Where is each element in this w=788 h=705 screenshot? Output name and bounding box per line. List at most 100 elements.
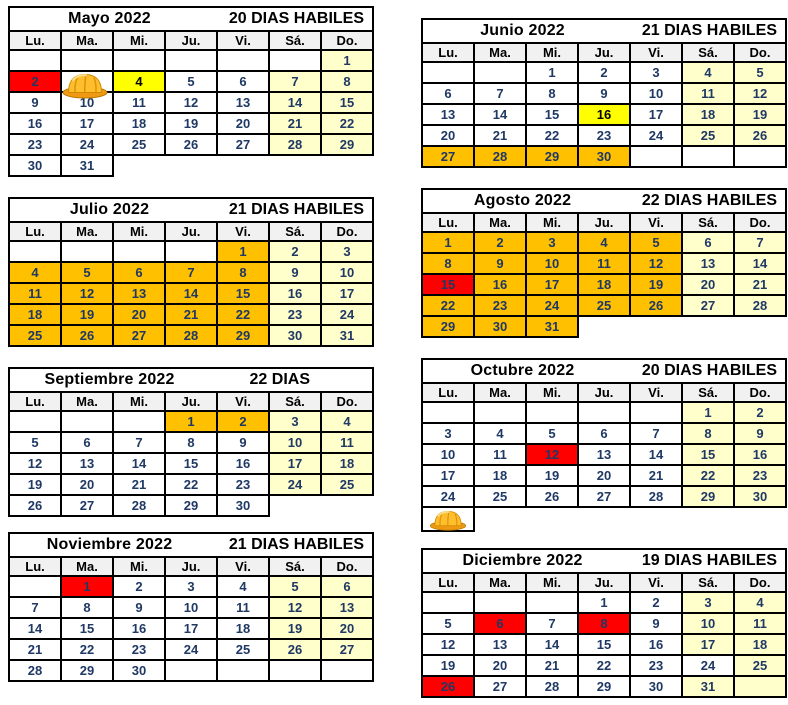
day-cell[interactable]	[164, 49, 218, 72]
day-cell[interactable]: 4	[577, 231, 631, 254]
day-cell[interactable]: 27	[320, 638, 374, 661]
day-cell[interactable]: 23	[473, 294, 527, 317]
day-cell[interactable]: 10	[268, 431, 322, 454]
day-cell[interactable]: 19	[268, 617, 322, 640]
day-cell[interactable]: 15	[577, 633, 631, 656]
day-cell[interactable]: 6	[421, 82, 475, 105]
day-cell[interactable]: 25	[733, 654, 787, 677]
day-cell[interactable]: 14	[629, 443, 683, 466]
day-cell[interactable]: 1	[525, 61, 579, 84]
day-cell[interactable]: 13	[216, 91, 270, 114]
day-cell[interactable]: 16	[473, 273, 527, 296]
day-cell[interactable]: 21	[525, 654, 579, 677]
day-cell[interactable]: 4	[473, 422, 527, 445]
day-cell[interactable]: 7	[268, 70, 322, 93]
day-cell[interactable]: 15	[216, 282, 270, 305]
day-cell[interactable]	[320, 659, 374, 682]
day-cell[interactable]: 24	[629, 124, 683, 147]
day-cell[interactable]: 5	[421, 612, 475, 635]
day-cell[interactable]: 25	[681, 124, 735, 147]
day-cell[interactable]	[629, 145, 683, 168]
day-cell[interactable]: 31	[320, 324, 374, 347]
day-cell[interactable]: 10	[629, 82, 683, 105]
day-cell[interactable]: 15	[320, 91, 374, 114]
day-cell[interactable]: 27	[681, 294, 735, 317]
day-cell[interactable]: 22	[216, 303, 270, 326]
day-cell[interactable]: 7	[629, 422, 683, 445]
day-cell[interactable]: 10	[320, 261, 374, 284]
day-cell[interactable]: 1	[577, 591, 631, 614]
day-cell[interactable]: 21	[268, 112, 322, 135]
day-cell[interactable]: 9	[733, 422, 787, 445]
day-cell[interactable]: 23	[8, 133, 62, 156]
day-cell[interactable]: 11	[733, 612, 787, 635]
day-cell[interactable]: 11	[320, 431, 374, 454]
day-cell[interactable]: 20	[216, 112, 270, 135]
day-cell[interactable]: 23	[216, 473, 270, 496]
day-cell[interactable]: 12	[733, 82, 787, 105]
day-cell[interactable]: 2	[733, 401, 787, 424]
day-cell[interactable]: 30	[733, 485, 787, 508]
day-cell[interactable]: 9	[268, 261, 322, 284]
day-cell[interactable]: 23	[577, 124, 631, 147]
day-cell[interactable]	[525, 401, 579, 424]
day-cell[interactable]: 6	[112, 261, 166, 284]
day-cell[interactable]: 10	[525, 252, 579, 275]
day-cell[interactable]	[216, 49, 270, 72]
day-cell[interactable]: 7	[473, 82, 527, 105]
day-cell[interactable]	[8, 49, 62, 72]
day-cell[interactable]: 20	[577, 464, 631, 487]
day-cell[interactable]: 30	[268, 324, 322, 347]
day-cell[interactable]	[60, 49, 114, 72]
day-cell[interactable]: 26	[60, 324, 114, 347]
day-cell[interactable]: 1	[164, 410, 218, 433]
day-cell[interactable]: 6	[577, 422, 631, 445]
day-cell[interactable]: 8	[60, 596, 114, 619]
day-cell[interactable]: 18	[112, 112, 166, 135]
day-cell[interactable]: 21	[8, 638, 62, 661]
day-cell[interactable]: 22	[681, 464, 735, 487]
day-cell[interactable]: 1	[216, 240, 270, 263]
day-cell[interactable]: 18	[473, 464, 527, 487]
day-cell[interactable]: 20	[473, 654, 527, 677]
day-cell[interactable]: 8	[164, 431, 218, 454]
day-cell[interactable]: 27	[473, 675, 527, 698]
day-cell[interactable]: 27	[577, 485, 631, 508]
day-cell[interactable]: 19	[629, 273, 683, 296]
day-cell[interactable]: 29	[525, 145, 579, 168]
day-cell[interactable]: 20	[60, 473, 114, 496]
day-cell[interactable]: 26	[164, 133, 218, 156]
day-cell[interactable]	[629, 401, 683, 424]
day-cell[interactable]: 12	[629, 252, 683, 275]
day-cell[interactable]: 4	[320, 410, 374, 433]
day-cell[interactable]: 15	[164, 452, 218, 475]
day-cell[interactable]: 25	[112, 133, 166, 156]
day-cell[interactable]: 6	[60, 431, 114, 454]
day-cell[interactable]: 24	[681, 654, 735, 677]
day-cell[interactable]: 16	[268, 282, 322, 305]
day-cell[interactable]	[473, 591, 527, 614]
day-cell[interactable]: 29	[681, 485, 735, 508]
day-cell[interactable]: 9	[473, 252, 527, 275]
day-cell[interactable]: 12	[60, 282, 114, 305]
day-cell[interactable]: 7	[525, 612, 579, 635]
day-cell[interactable]: 11	[8, 282, 62, 305]
day-cell[interactable]: 2	[473, 231, 527, 254]
day-cell[interactable]: 8	[421, 252, 475, 275]
day-cell[interactable]: 22	[577, 654, 631, 677]
day-cell[interactable]: 3	[320, 240, 374, 263]
day-cell[interactable]: 26	[525, 485, 579, 508]
day-cell[interactable]: 22	[164, 473, 218, 496]
day-cell[interactable]: 30	[8, 154, 62, 177]
day-cell[interactable]: 10	[681, 612, 735, 635]
day-cell[interactable]: 17	[60, 112, 114, 135]
day-cell[interactable]: 22	[421, 294, 475, 317]
day-cell[interactable]: 21	[473, 124, 527, 147]
day-cell[interactable]: 5	[629, 231, 683, 254]
day-cell[interactable]: 21	[164, 303, 218, 326]
day-cell[interactable]: 24	[268, 473, 322, 496]
day-cell[interactable]: 24	[525, 294, 579, 317]
day-cell[interactable]: 11	[216, 596, 270, 619]
day-cell[interactable]: 21	[629, 464, 683, 487]
day-cell[interactable]: 7	[164, 261, 218, 284]
